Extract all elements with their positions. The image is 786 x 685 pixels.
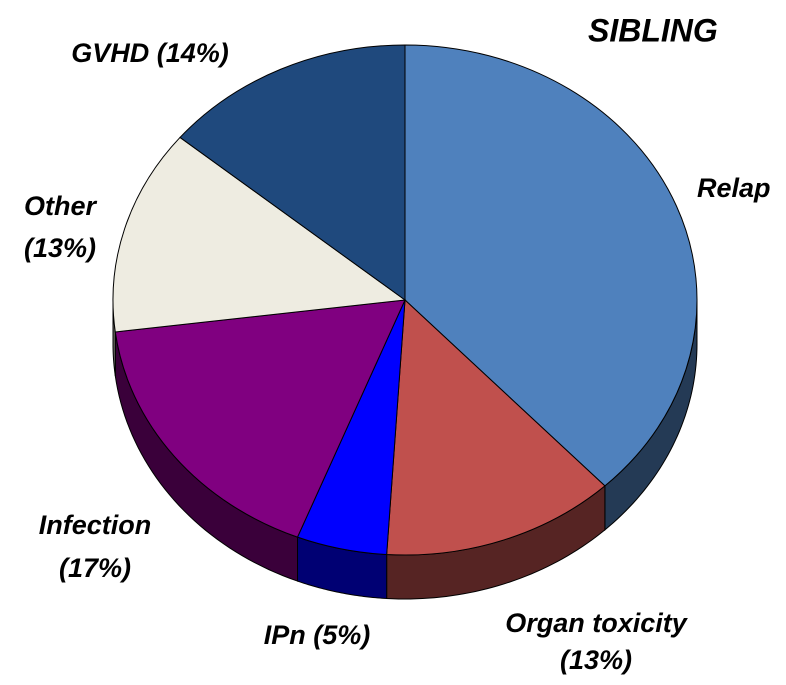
- slice-label: GVHD (14%): [71, 38, 229, 68]
- slice: [112, 136, 407, 333]
- slice-label-value: (5%): [313, 620, 370, 650]
- slice-label-name: GVHD: [71, 38, 149, 68]
- slice-label-value: (14%): [157, 38, 229, 68]
- slice-label-name: Other: [24, 191, 98, 221]
- slice-label-value: (17%): [59, 553, 131, 583]
- slice-label-name: Organ toxicity: [505, 608, 689, 638]
- slice-label: IPn (5%): [264, 620, 371, 650]
- chart-title: SIBLING: [588, 12, 718, 48]
- slice: [386, 298, 606, 556]
- slice-label-name: IPn: [264, 620, 306, 650]
- slice: [114, 299, 406, 538]
- slice-label-value: (13%): [560, 645, 632, 675]
- slice-label-name: Relap: [697, 173, 771, 203]
- slice-label-name: Infection: [39, 510, 152, 540]
- slice-label-value: (13%): [24, 233, 96, 263]
- slice: [179, 44, 406, 301]
- slice-label: Relap: [697, 173, 771, 203]
- slice: [404, 44, 698, 487]
